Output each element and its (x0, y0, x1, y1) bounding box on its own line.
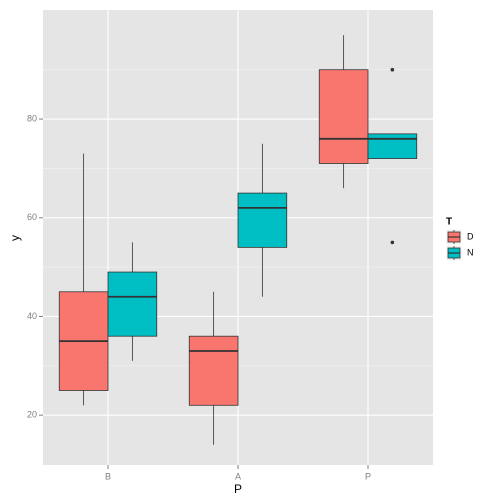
box (318, 69, 369, 164)
legend-label: D (467, 231, 474, 241)
box (367, 133, 418, 159)
x-tick-label: A (235, 471, 241, 481)
y-tick-label: 80 (27, 113, 37, 123)
box (188, 335, 239, 406)
y-tick-label: 60 (27, 212, 37, 222)
y-axis-label: y (8, 235, 22, 241)
x-tick-label: P (365, 471, 371, 481)
x-tick-label: B (105, 471, 111, 481)
legend-label: N (467, 247, 474, 257)
outlier (390, 67, 395, 72)
legend-title: T (446, 217, 452, 228)
outlier (390, 240, 395, 245)
y-tick-label: 20 (27, 410, 37, 420)
x-axis-label: P (234, 482, 242, 496)
box (237, 192, 288, 248)
y-tick-label: 40 (27, 311, 37, 321)
box (107, 271, 158, 337)
